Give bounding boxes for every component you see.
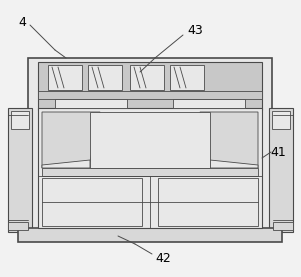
Bar bbox=[11, 111, 29, 129]
Bar bbox=[38, 108, 262, 228]
Bar bbox=[273, 222, 293, 230]
Bar bbox=[42, 168, 258, 176]
Bar bbox=[38, 91, 262, 99]
Bar bbox=[8, 222, 28, 230]
Bar bbox=[48, 65, 82, 90]
Bar bbox=[272, 111, 290, 129]
Bar bbox=[42, 178, 142, 226]
Polygon shape bbox=[200, 112, 258, 168]
Text: 41: 41 bbox=[270, 145, 286, 158]
Text: 4: 4 bbox=[18, 16, 26, 29]
Bar bbox=[158, 178, 258, 226]
Bar bbox=[269, 108, 293, 232]
Polygon shape bbox=[210, 160, 258, 168]
Bar bbox=[18, 228, 282, 242]
Bar bbox=[28, 58, 272, 230]
Bar bbox=[170, 65, 204, 90]
Polygon shape bbox=[42, 160, 90, 168]
Bar bbox=[90, 112, 210, 168]
Polygon shape bbox=[42, 112, 100, 168]
Bar bbox=[88, 65, 122, 90]
Bar bbox=[130, 65, 164, 90]
Bar bbox=[8, 108, 32, 232]
Bar bbox=[38, 62, 262, 110]
Text: 43: 43 bbox=[187, 24, 203, 37]
Bar bbox=[55, 99, 127, 108]
Text: 42: 42 bbox=[155, 252, 171, 265]
Bar bbox=[173, 99, 245, 108]
